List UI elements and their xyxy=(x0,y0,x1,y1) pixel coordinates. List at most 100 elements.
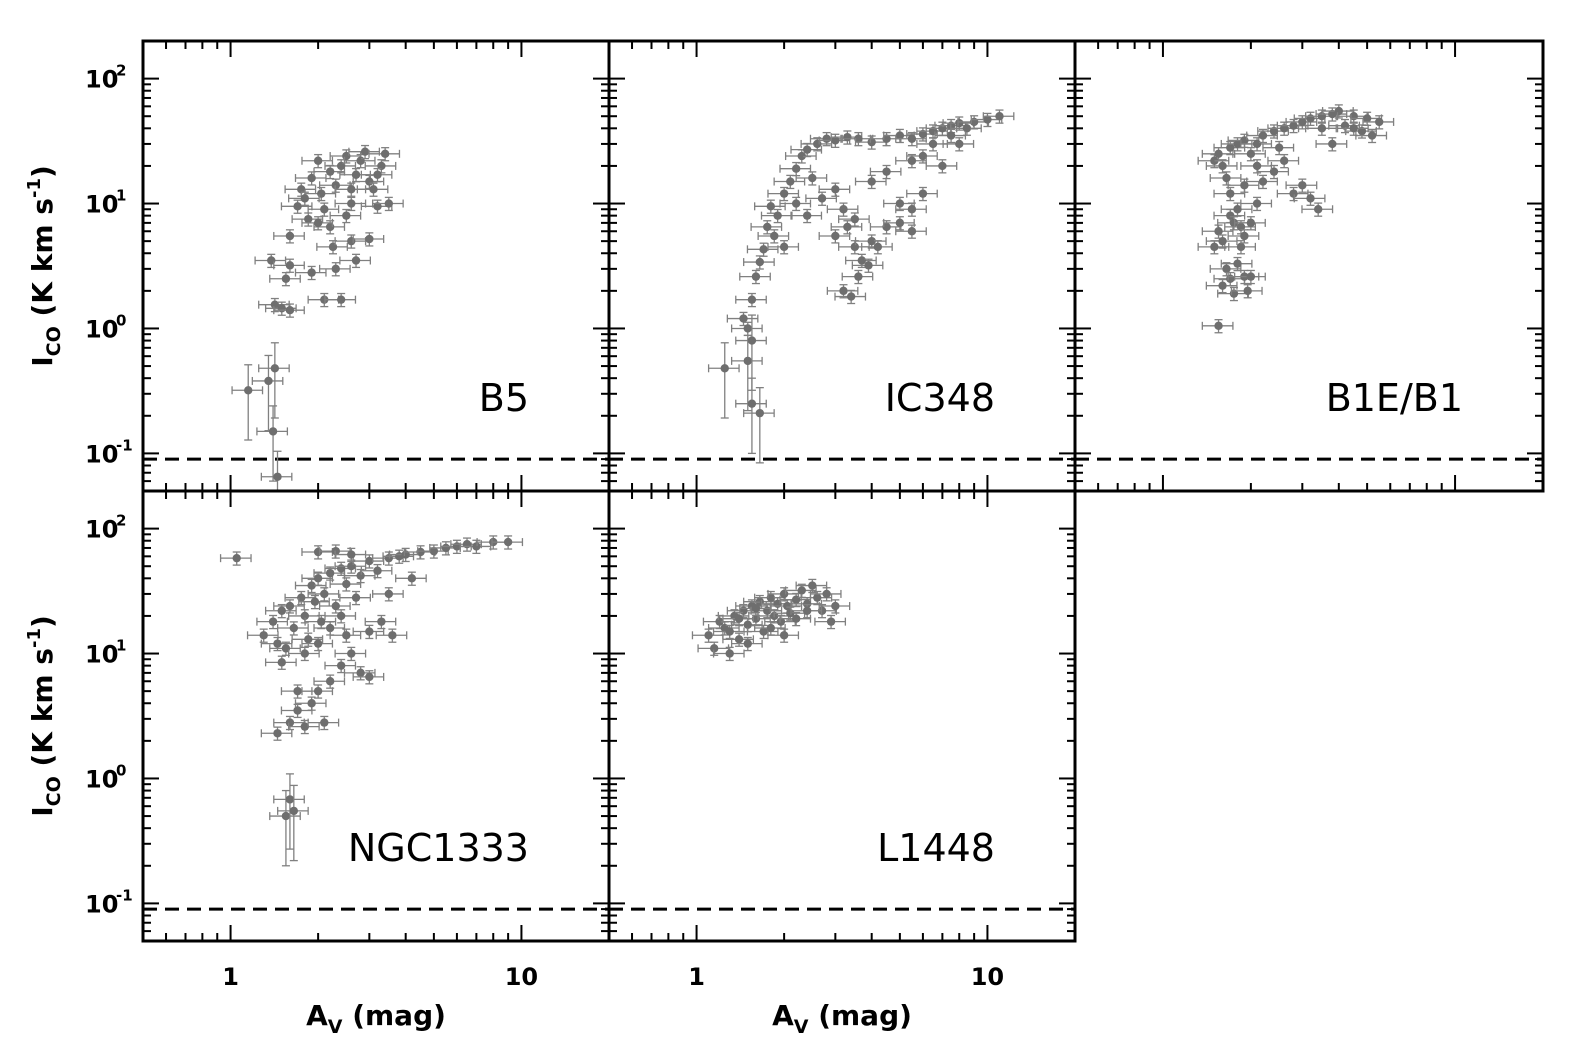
data-point xyxy=(348,144,381,160)
data-point xyxy=(861,240,893,255)
panel-label: NGC1333 xyxy=(348,826,529,870)
data-point xyxy=(258,297,290,313)
data-point xyxy=(288,191,320,206)
y-tick-label: 10 xyxy=(85,440,118,468)
data-point xyxy=(697,641,730,656)
data-point xyxy=(809,587,842,602)
data-point xyxy=(730,334,763,412)
x-tick-label: 10 xyxy=(505,963,538,991)
x-axis-title: AV (mag) xyxy=(306,999,446,1038)
data-point xyxy=(1201,224,1234,239)
data-point xyxy=(334,559,367,574)
data-point xyxy=(1230,284,1263,299)
data-point xyxy=(334,547,367,563)
data-point xyxy=(773,174,806,190)
y-tick-label-exp: 1 xyxy=(116,637,126,655)
data-point xyxy=(851,258,884,273)
data-point xyxy=(1257,124,1290,139)
data-point xyxy=(1213,271,1246,287)
data-point xyxy=(895,224,927,239)
y-tick-label-exp: 1 xyxy=(116,187,126,205)
data-point xyxy=(790,208,823,224)
data-point xyxy=(318,599,351,614)
data-point xyxy=(1345,124,1377,139)
data-point xyxy=(301,636,334,652)
data-point xyxy=(1217,216,1249,231)
data-point xyxy=(1246,174,1278,190)
data-point xyxy=(730,636,763,652)
data-point xyxy=(784,149,817,164)
data-point xyxy=(301,153,334,169)
data-point xyxy=(767,240,800,255)
data-point xyxy=(739,601,771,616)
y-tick-label: 10 xyxy=(85,516,118,544)
data-point xyxy=(280,199,313,214)
data-point xyxy=(324,609,357,624)
x-tick-label: 10 xyxy=(971,963,1004,991)
data-point xyxy=(826,202,859,217)
data-point xyxy=(826,284,859,299)
data-point xyxy=(329,149,362,164)
data-point xyxy=(231,364,264,441)
data-point xyxy=(256,614,289,630)
y-tick-label-exp: 0 xyxy=(116,761,126,779)
data-point xyxy=(982,109,1015,124)
panel-label: IC348 xyxy=(885,376,995,420)
data-point xyxy=(1276,118,1309,134)
data-point xyxy=(318,262,351,277)
data-point xyxy=(712,646,745,662)
data-point xyxy=(1201,319,1234,334)
data-point xyxy=(818,599,851,614)
data-point xyxy=(364,614,397,630)
data-point xyxy=(360,167,393,183)
data-point xyxy=(280,703,313,719)
data-point xyxy=(1209,171,1242,186)
y-tick-label-exp: -1 xyxy=(116,886,133,904)
data-point xyxy=(372,587,404,602)
data-point xyxy=(895,153,927,169)
y-tick-label: 10 xyxy=(85,66,118,94)
data-point xyxy=(735,292,767,308)
data-point xyxy=(925,159,958,174)
data-point xyxy=(334,182,367,197)
data-point xyxy=(895,131,927,147)
data-point xyxy=(368,147,401,162)
data-point xyxy=(743,386,775,464)
data-point xyxy=(1336,121,1369,136)
y-tick-label-exp: -1 xyxy=(116,436,133,454)
data-point xyxy=(273,303,305,318)
data-point xyxy=(1213,186,1246,202)
data-point xyxy=(739,269,771,285)
data-point xyxy=(942,137,975,152)
data-point xyxy=(356,182,389,197)
data-point xyxy=(1276,186,1309,202)
data-point xyxy=(773,606,806,621)
y-tick-label: 10 xyxy=(85,191,118,219)
panel-label: B1E/B1 xyxy=(1326,376,1463,420)
data-point xyxy=(1205,278,1238,294)
data-point xyxy=(288,646,320,662)
data-point xyxy=(246,628,279,643)
y-tick-label: 10 xyxy=(85,765,118,793)
data-point xyxy=(1315,137,1348,152)
data-point xyxy=(730,321,763,337)
data-point xyxy=(779,196,812,212)
data-point xyxy=(277,621,309,636)
data-point xyxy=(818,133,851,149)
x-axis-title: AV (mag) xyxy=(772,999,912,1038)
data-point xyxy=(779,611,812,627)
data-point xyxy=(1267,153,1300,169)
data-point xyxy=(1234,216,1266,231)
y-tick-label-exp: 2 xyxy=(116,512,126,530)
data-point xyxy=(260,450,293,492)
data-point xyxy=(334,196,367,212)
y-tick-label-exp: 0 xyxy=(116,311,126,329)
data-point xyxy=(722,611,755,627)
data-point xyxy=(491,535,524,550)
data-point xyxy=(818,182,851,197)
data-point xyxy=(288,609,320,624)
data-point xyxy=(324,658,357,674)
data-point xyxy=(298,594,330,610)
data-point xyxy=(258,342,290,419)
